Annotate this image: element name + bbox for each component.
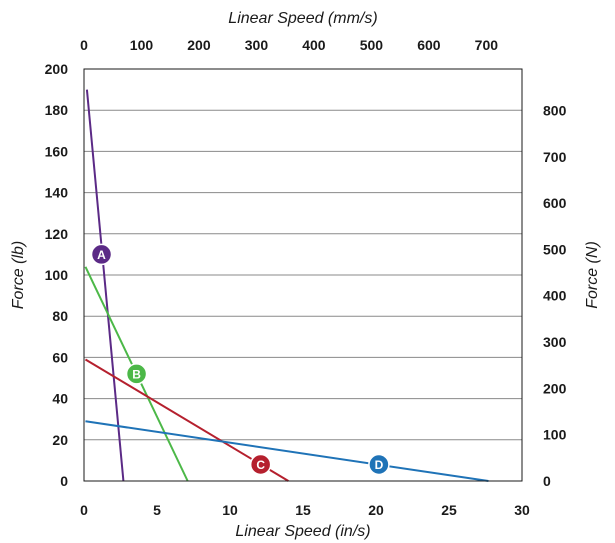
grid-lines	[84, 109, 522, 441]
right-tick-label: 200	[543, 380, 567, 396]
series-marker-d: D	[368, 453, 390, 476]
series-line-a	[85, 89, 125, 482]
series-markers: A B C D	[90, 243, 390, 476]
series-label: A	[97, 248, 106, 262]
marker-circle	[368, 453, 390, 476]
x-tick-label: 5	[153, 502, 161, 518]
y-tick-label: 120	[45, 226, 69, 242]
right-tick-label: 600	[543, 195, 567, 211]
y-tick-label: 160	[45, 143, 69, 159]
right-tick-label: 700	[543, 149, 567, 165]
right-tick-label: 100	[543, 427, 567, 443]
y-tick-label: 60	[52, 349, 68, 365]
y-tick-label: 0	[60, 473, 68, 489]
series-label: D	[375, 458, 384, 472]
y-tick-label: 180	[45, 102, 69, 118]
top-tick-label: 400	[302, 37, 326, 53]
x-tick-label: 15	[295, 502, 311, 518]
x-tick-label: 0	[80, 502, 88, 518]
series-line-d	[85, 420, 489, 482]
top-tick-label: 600	[417, 37, 441, 53]
top-tick-label: 0	[80, 37, 88, 53]
right-axis-title: Force (N)	[584, 241, 601, 309]
y-tick-label: 80	[52, 308, 68, 324]
x-tick-label: 10	[222, 502, 238, 518]
marker-circle	[125, 363, 148, 385]
x-tick-label: 30	[514, 502, 530, 518]
y-tick-label: 20	[52, 432, 68, 448]
series-lines	[84, 89, 489, 482]
x-tick-label: 25	[441, 502, 457, 518]
marker-circle	[249, 453, 272, 476]
top-tick-label: 300	[245, 37, 269, 53]
plot-frame	[83, 68, 523, 482]
marker-circle	[90, 243, 113, 266]
y-axis-title: Force (lb)	[10, 241, 27, 309]
series-label: B	[132, 367, 141, 381]
right-tick-label: 500	[543, 241, 567, 257]
right-tick-label: 400	[543, 288, 567, 304]
x-tick-label: 20	[368, 502, 384, 518]
x-axis-title: Linear Speed (in/s)	[235, 523, 370, 540]
top-tick-label: 500	[360, 37, 384, 53]
series-marker-c: C	[249, 453, 272, 476]
y-tick-label: 100	[45, 267, 69, 283]
top-axis-title: Linear Speed (mm/s)	[228, 10, 377, 27]
y-tick-label: 140	[45, 185, 69, 201]
tick-labels: 0 5 10 15 20 25 300204060801001201401601802000…	[45, 37, 567, 518]
top-tick-label: 700	[475, 37, 499, 53]
top-tick-label: 100	[130, 37, 154, 53]
series-marker-a: A	[90, 243, 113, 266]
y-tick-label: 200	[45, 61, 69, 77]
right-tick-label: 300	[543, 334, 567, 350]
right-tick-label: 800	[543, 102, 567, 118]
series-label: C	[256, 458, 265, 472]
y-tick-label: 40	[52, 391, 68, 407]
top-tick-label: 200	[187, 37, 211, 53]
right-tick-label: 0	[543, 473, 551, 489]
series-marker-b: B	[125, 363, 148, 385]
